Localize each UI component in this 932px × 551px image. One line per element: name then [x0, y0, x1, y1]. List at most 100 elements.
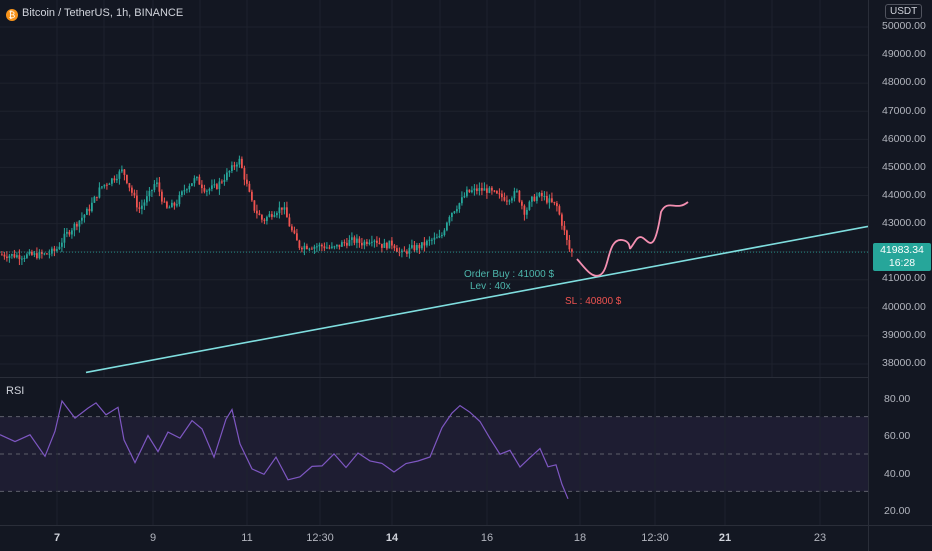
candle [183, 184, 186, 195]
candle [321, 243, 323, 252]
candle [516, 188, 518, 193]
candle [421, 242, 423, 251]
candle [161, 189, 163, 205]
candle [303, 242, 306, 256]
candle [323, 242, 326, 251]
candle [186, 188, 188, 194]
candle [563, 220, 566, 236]
rsi-pane[interactable] [0, 378, 868, 525]
candle [208, 187, 211, 195]
candle [526, 207, 528, 219]
candle [143, 199, 146, 210]
order-buy-annotation[interactable]: Order Buy : 41000 $ [464, 269, 555, 280]
candle [488, 186, 491, 194]
candle [238, 155, 241, 168]
leverage-annotation[interactable]: Lev : 40x [470, 281, 511, 292]
candle [28, 249, 31, 256]
candle [301, 246, 303, 253]
stop-loss-annotation[interactable]: SL : 40800 $ [565, 296, 622, 307]
candle [473, 184, 476, 196]
main-chart-pane[interactable] [0, 0, 868, 377]
candle [138, 201, 141, 214]
candle [93, 195, 96, 203]
candle [221, 179, 223, 184]
time-axis-label: 11 [241, 532, 253, 544]
time-axis-label: 23 [813, 532, 827, 544]
candle [493, 190, 496, 193]
candle [16, 252, 18, 259]
candle [253, 200, 256, 213]
candle [123, 169, 126, 181]
candle [108, 182, 111, 185]
candle [441, 232, 443, 239]
candle [148, 186, 151, 202]
time-axis[interactable] [0, 525, 868, 551]
axis-corner [868, 525, 932, 551]
candle [471, 186, 473, 194]
rsi-chart[interactable] [0, 378, 868, 525]
pane-divider[interactable] [0, 377, 868, 378]
candle [541, 190, 543, 202]
candle [291, 224, 293, 233]
candle [273, 211, 276, 218]
price-axis-label: 46000.00 [882, 133, 926, 145]
symbol-legend[interactable]: ₿ Bitcoin / TetherUS, 1h, BINANCE [6, 7, 183, 21]
candle [13, 249, 16, 259]
candle [128, 182, 131, 192]
candle [218, 177, 221, 195]
candle [503, 192, 506, 202]
candle [86, 207, 88, 215]
price-axis-label: 49000.00 [882, 48, 926, 60]
candle [283, 202, 286, 215]
candle [8, 253, 11, 263]
candle [256, 204, 258, 219]
candle [211, 179, 213, 192]
candle [458, 202, 461, 213]
rsi-legend[interactable]: RSI [6, 385, 25, 397]
candle [26, 252, 28, 260]
candle [156, 177, 158, 188]
candle [331, 242, 333, 250]
candle [213, 179, 216, 188]
price-axis-label: 47000.00 [882, 105, 926, 117]
candle [31, 249, 33, 256]
candle [403, 246, 406, 252]
candle [271, 211, 273, 220]
candle [566, 229, 568, 246]
candle [396, 245, 398, 253]
candle [401, 248, 403, 258]
candle [6, 251, 8, 262]
candle [316, 243, 318, 253]
bar-countdown: 16:28 [888, 257, 916, 269]
candle [193, 175, 196, 187]
candle [288, 213, 291, 227]
candle [278, 201, 281, 219]
candle [168, 205, 171, 209]
candle [171, 199, 173, 208]
candle [153, 180, 156, 193]
candle [568, 235, 571, 252]
candle [3, 251, 6, 260]
candle [23, 255, 26, 262]
candle [416, 242, 418, 253]
rsi-axis-label: 60.00 [884, 430, 911, 442]
candle [276, 211, 278, 218]
candle [298, 239, 301, 250]
candle [338, 244, 341, 250]
candle [366, 238, 368, 247]
candle [91, 197, 93, 213]
time-axis-label: 12:30 [306, 532, 334, 544]
price-chart[interactable] [0, 0, 868, 377]
candle [61, 237, 63, 253]
currency-button[interactable]: USDT [885, 4, 923, 19]
candle [376, 236, 378, 247]
candle [176, 199, 178, 208]
candle [486, 184, 488, 199]
candle [478, 182, 481, 196]
time-axis-label: 7 [53, 532, 61, 544]
candle [433, 232, 436, 245]
candle [431, 237, 433, 245]
candle [246, 173, 248, 187]
price-axis[interactable] [868, 0, 932, 525]
candle [428, 236, 431, 246]
